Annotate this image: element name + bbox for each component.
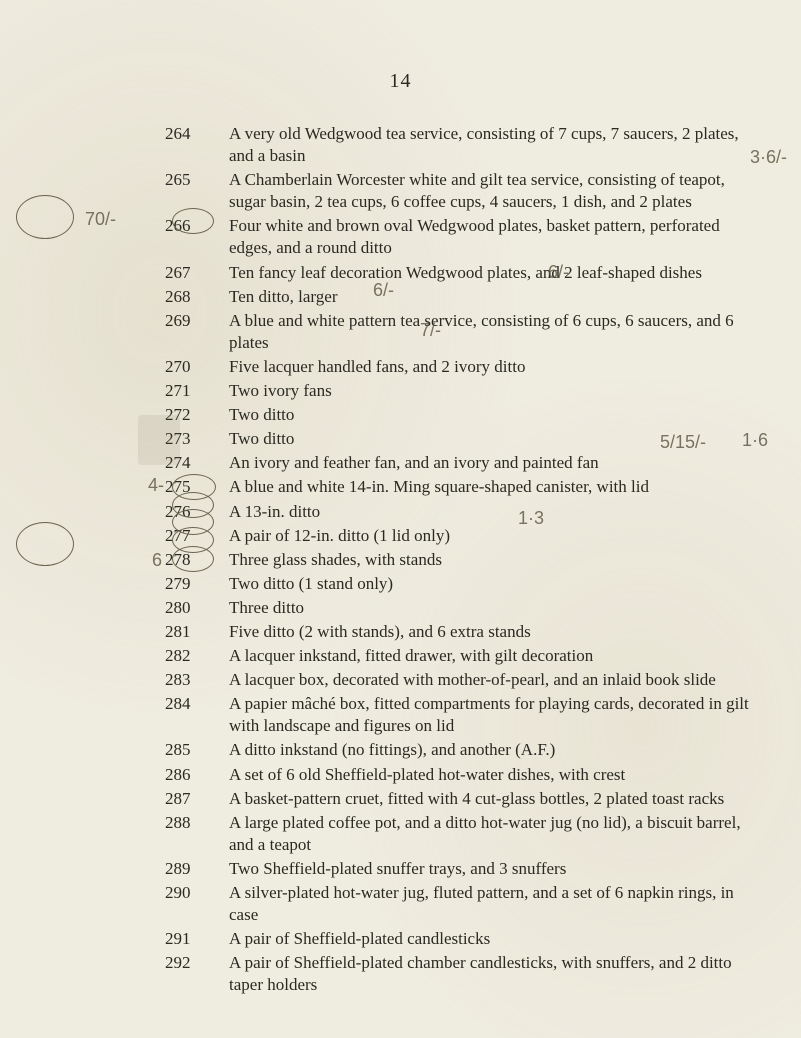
- lot-description: Four white and brown oval Wedgwood plate…: [229, 215, 761, 259]
- lot-description: A pair of Sheffield-plated candlesticks: [229, 928, 761, 950]
- lot-description: A pair of Sheffield-plated chamber candl…: [229, 952, 761, 996]
- lot-number: 267: [165, 262, 229, 284]
- lot-number: 264: [165, 123, 229, 167]
- lot-number: 274: [165, 452, 229, 474]
- catalog-entry: 285A ditto inkstand (no fittings), and a…: [165, 739, 761, 761]
- catalog-entry: 292A pair of Sheffield-plated chamber ca…: [165, 952, 761, 996]
- lot-description: A large plated coffee pot, and a ditto h…: [229, 812, 761, 856]
- lot-number: 271: [165, 380, 229, 402]
- catalog-entry: 279Two ditto (1 stand only): [165, 573, 761, 595]
- catalog-entry: 273Two ditto: [165, 428, 761, 450]
- lot-number: 270: [165, 356, 229, 378]
- lot-number: 272: [165, 404, 229, 426]
- lot-description: Two ditto: [229, 428, 761, 450]
- catalog-entry: 275A blue and white 14-in. Ming square-s…: [165, 476, 761, 498]
- catalog-entry: 289Two Sheffield-plated snuffer trays, a…: [165, 858, 761, 880]
- catalog-entry: 270Five lacquer handled fans, and 2 ivor…: [165, 356, 761, 378]
- lot-number: 286: [165, 764, 229, 786]
- catalog-entry: 278Three glass shades, with stands: [165, 549, 761, 571]
- catalog-entry: 271Two ivory fans: [165, 380, 761, 402]
- lot-number: 288: [165, 812, 229, 856]
- lot-number: 287: [165, 788, 229, 810]
- lot-number: 290: [165, 882, 229, 926]
- catalog-entry: 282A lacquer inkstand, fitted drawer, wi…: [165, 645, 761, 667]
- lot-description: A pair of 12-in. ditto (1 lid only): [229, 525, 761, 547]
- lot-number: 281: [165, 621, 229, 643]
- catalog-entry: 274An ivory and feather fan, and an ivor…: [165, 452, 761, 474]
- catalog-entry: 281Five ditto (2 with stands), and 6 ext…: [165, 621, 761, 643]
- lot-number: 278: [165, 549, 229, 571]
- lot-description: Three ditto: [229, 597, 761, 619]
- lot-description: A silver-plated hot-water jug, fluted pa…: [229, 882, 761, 926]
- lot-number: 291: [165, 928, 229, 950]
- catalog-entry: 268Ten ditto, larger: [165, 286, 761, 308]
- lot-number: 285: [165, 739, 229, 761]
- catalog-entry: 288A large plated coffee pot, and a ditt…: [165, 812, 761, 856]
- lot-description: Two ivory fans: [229, 380, 761, 402]
- lot-number: 280: [165, 597, 229, 619]
- lot-description: A set of 6 old Sheffield-plated hot-wate…: [229, 764, 761, 786]
- lot-description: Two ditto (1 stand only): [229, 573, 761, 595]
- lot-number: 265: [165, 169, 229, 213]
- lot-number: 275: [165, 476, 229, 498]
- lot-description: A lacquer box, decorated with mother-of-…: [229, 669, 761, 691]
- lot-description: Two Sheffield-plated snuffer trays, and …: [229, 858, 761, 880]
- lot-number: 284: [165, 693, 229, 737]
- lot-number: 269: [165, 310, 229, 354]
- lot-description: A 13-in. ditto: [229, 501, 761, 523]
- lot-description: Two ditto: [229, 404, 761, 426]
- lot-number: 266: [165, 215, 229, 259]
- lot-description: Ten ditto, larger: [229, 286, 761, 308]
- lot-description: A basket-pattern cruet, fitted with 4 cu…: [229, 788, 761, 810]
- lot-description: A blue and white 14-in. Ming square-shap…: [229, 476, 761, 498]
- lot-description: A ditto inkstand (no fittings), and anot…: [229, 739, 761, 761]
- catalog-entry: 269A blue and white pattern tea service,…: [165, 310, 761, 354]
- catalog-entry: 283A lacquer box, decorated with mother-…: [165, 669, 761, 691]
- lot-description: Five lacquer handled fans, and 2 ivory d…: [229, 356, 761, 378]
- lot-number: 279: [165, 573, 229, 595]
- catalog-entry: 280Three ditto: [165, 597, 761, 619]
- catalog-entry: 266Four white and brown oval Wedgwood pl…: [165, 215, 761, 259]
- lot-number: 283: [165, 669, 229, 691]
- page: 14 264A very old Wedgwood tea service, c…: [0, 0, 801, 1038]
- catalog-entry: 286A set of 6 old Sheffield-plated hot-w…: [165, 764, 761, 786]
- catalog-entry: 284A papier mâché box, fitted compartmen…: [165, 693, 761, 737]
- lot-number: 289: [165, 858, 229, 880]
- lot-description: A very old Wedgwood tea service, consist…: [229, 123, 761, 167]
- lot-description: A lacquer inkstand, fitted drawer, with …: [229, 645, 761, 667]
- lot-description: A Chamberlain Worcester white and gilt t…: [229, 169, 761, 213]
- lot-number: 268: [165, 286, 229, 308]
- lot-description: A papier mâché box, fitted compartments …: [229, 693, 761, 737]
- catalog-entry: 287A basket-pattern cruet, fitted with 4…: [165, 788, 761, 810]
- lot-number: 273: [165, 428, 229, 450]
- lot-number: 292: [165, 952, 229, 996]
- catalog-entry: 272Two ditto: [165, 404, 761, 426]
- catalog-entry: 264A very old Wedgwood tea service, cons…: [165, 123, 761, 167]
- lot-description: A blue and white pattern tea service, co…: [229, 310, 761, 354]
- lot-number: 277: [165, 525, 229, 547]
- lot-number: 276: [165, 501, 229, 523]
- lot-description: Three glass shades, with stands: [229, 549, 761, 571]
- lot-description: An ivory and feather fan, and an ivory a…: [229, 452, 761, 474]
- lot-description: Ten fancy leaf decoration Wedgwood plate…: [229, 262, 761, 284]
- page-number: 14: [40, 70, 761, 93]
- catalog-entry: 291A pair of Sheffield-plated candlestic…: [165, 928, 761, 950]
- lot-description: Five ditto (2 with stands), and 6 extra …: [229, 621, 761, 643]
- catalog-entry: 267Ten fancy leaf decoration Wedgwood pl…: [165, 262, 761, 284]
- catalog-entry: 265A Chamberlain Worcester white and gil…: [165, 169, 761, 213]
- catalog-entry: 277A pair of 12-in. ditto (1 lid only): [165, 525, 761, 547]
- lot-number: 282: [165, 645, 229, 667]
- catalog-list: 264A very old Wedgwood tea service, cons…: [40, 123, 761, 996]
- catalog-entry: 276A 13-in. ditto: [165, 501, 761, 523]
- catalog-entry: 290A silver-plated hot-water jug, fluted…: [165, 882, 761, 926]
